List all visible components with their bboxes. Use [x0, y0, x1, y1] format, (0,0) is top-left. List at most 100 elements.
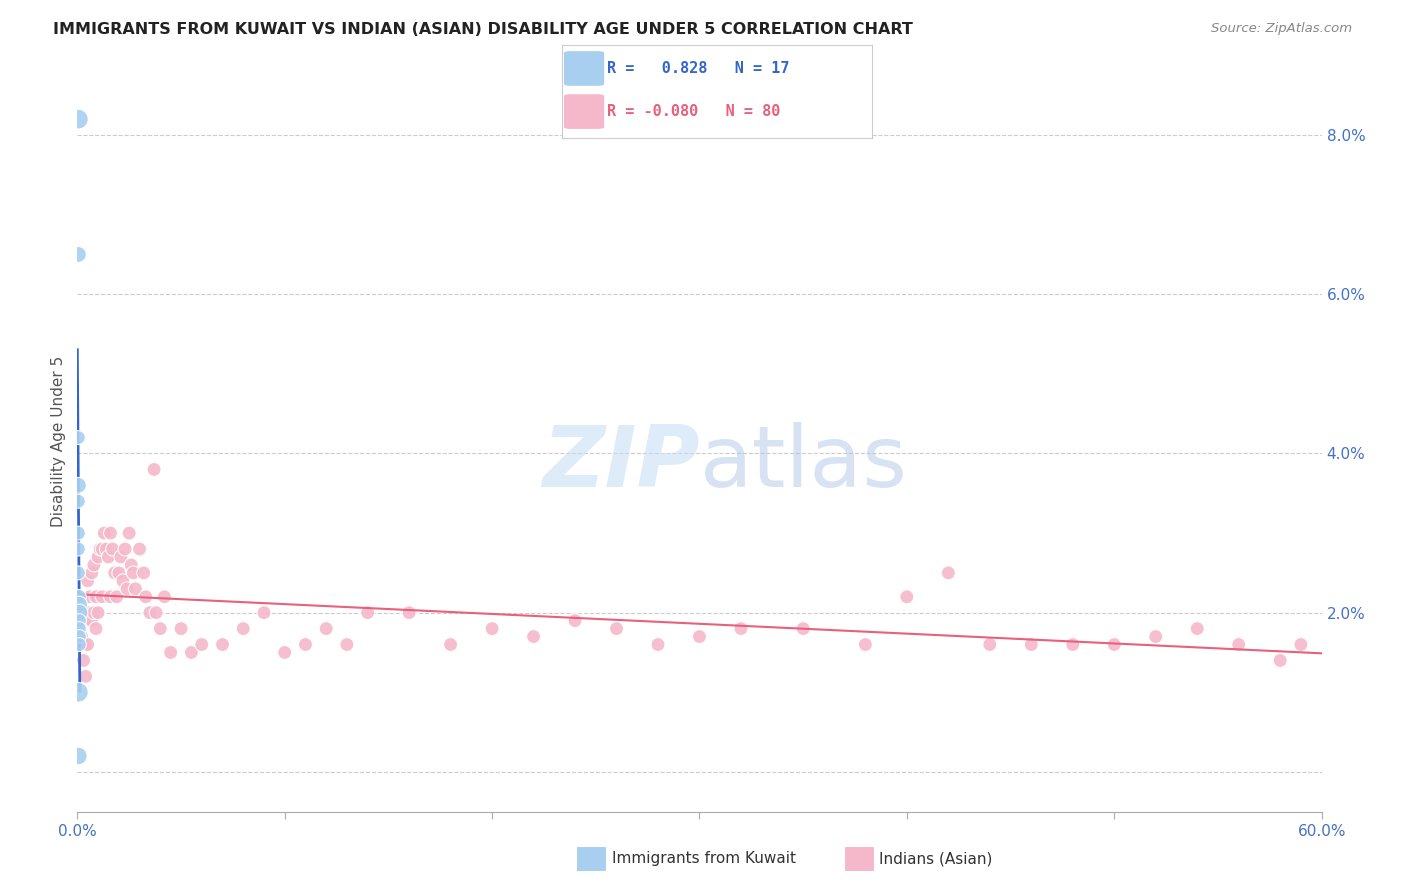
Point [67, 598, 90, 612]
Point [294, 638, 316, 652]
Point [70, 630, 93, 644]
Point [110, 549, 132, 564]
Point [730, 622, 752, 636]
Point [67, 431, 90, 445]
Point [1021, 638, 1043, 652]
Point [67, 685, 90, 699]
Point [124, 582, 146, 596]
Point [122, 566, 145, 580]
Text: Immigrants from Kuwait: Immigrants from Kuwait [612, 852, 796, 866]
Point [689, 630, 711, 644]
Point [100, 590, 122, 604]
Point [75, 638, 97, 652]
Point [105, 590, 128, 604]
Point [76, 638, 98, 652]
Point [97, 549, 120, 564]
Text: Source: ZipAtlas.com: Source: ZipAtlas.com [1212, 22, 1353, 36]
Point [118, 526, 141, 541]
Point [72, 614, 94, 628]
Point [606, 622, 628, 636]
FancyBboxPatch shape [564, 51, 605, 86]
Point [67, 749, 90, 764]
Text: ZIP: ZIP [541, 422, 700, 505]
Y-axis label: Disability Age Under 5: Disability Age Under 5 [51, 356, 66, 527]
Text: atlas: atlas [700, 422, 907, 505]
Point [979, 638, 1001, 652]
Point [67, 606, 90, 620]
Point [149, 622, 172, 636]
Point [76, 574, 98, 588]
Point [67, 630, 90, 644]
Point [211, 638, 233, 652]
Point [67, 112, 90, 127]
Point [170, 622, 193, 636]
Point [1144, 630, 1167, 644]
Point [83, 606, 105, 620]
Point [87, 549, 110, 564]
Point [84, 622, 107, 636]
Point [132, 566, 155, 580]
Point [89, 541, 111, 556]
Point [191, 638, 214, 652]
Point [67, 478, 90, 492]
Point [79, 590, 101, 604]
Point [80, 614, 103, 628]
Point [481, 622, 503, 636]
FancyBboxPatch shape [564, 95, 605, 129]
Point [67, 638, 90, 652]
Point [647, 638, 669, 652]
Point [96, 541, 118, 556]
Point [232, 622, 254, 636]
Point [84, 590, 107, 604]
Point [1062, 638, 1084, 652]
Point [120, 558, 142, 572]
Point [93, 526, 115, 541]
Point [67, 541, 90, 556]
Point [143, 462, 166, 476]
Point [87, 606, 110, 620]
Text: R =   0.828   N = 17: R = 0.828 N = 17 [607, 61, 790, 76]
Point [83, 558, 105, 572]
Point [1187, 622, 1209, 636]
Point [67, 566, 90, 580]
Point [336, 638, 359, 652]
Point [80, 566, 103, 580]
Point [1270, 653, 1292, 667]
Point [253, 606, 276, 620]
Point [357, 606, 380, 620]
Point [67, 526, 90, 541]
Point [1104, 638, 1126, 652]
Point [523, 630, 546, 644]
Point [114, 541, 136, 556]
Point [67, 494, 90, 508]
Point [1227, 638, 1250, 652]
Point [101, 541, 124, 556]
Point [274, 646, 297, 660]
Point [67, 247, 90, 261]
Point [67, 622, 90, 636]
Point [75, 669, 97, 683]
Point [72, 653, 94, 667]
Point [104, 566, 127, 580]
Text: IMMIGRANTS FROM KUWAIT VS INDIAN (ASIAN) DISABILITY AGE UNDER 5 CORRELATION CHAR: IMMIGRANTS FROM KUWAIT VS INDIAN (ASIAN)… [53, 22, 914, 37]
Point [938, 566, 960, 580]
Point [315, 622, 337, 636]
Point [896, 590, 918, 604]
Point [76, 606, 98, 620]
Point [115, 582, 138, 596]
Point [153, 590, 176, 604]
Point [145, 606, 167, 620]
Point [108, 566, 131, 580]
Point [91, 541, 114, 556]
Point [67, 590, 90, 604]
Point [440, 638, 463, 652]
Point [1289, 638, 1312, 652]
Point [111, 574, 134, 588]
Point [139, 606, 162, 620]
Point [67, 614, 90, 628]
Point [67, 606, 90, 620]
Point [128, 541, 150, 556]
Point [180, 646, 202, 660]
Point [135, 590, 157, 604]
Point [159, 646, 181, 660]
